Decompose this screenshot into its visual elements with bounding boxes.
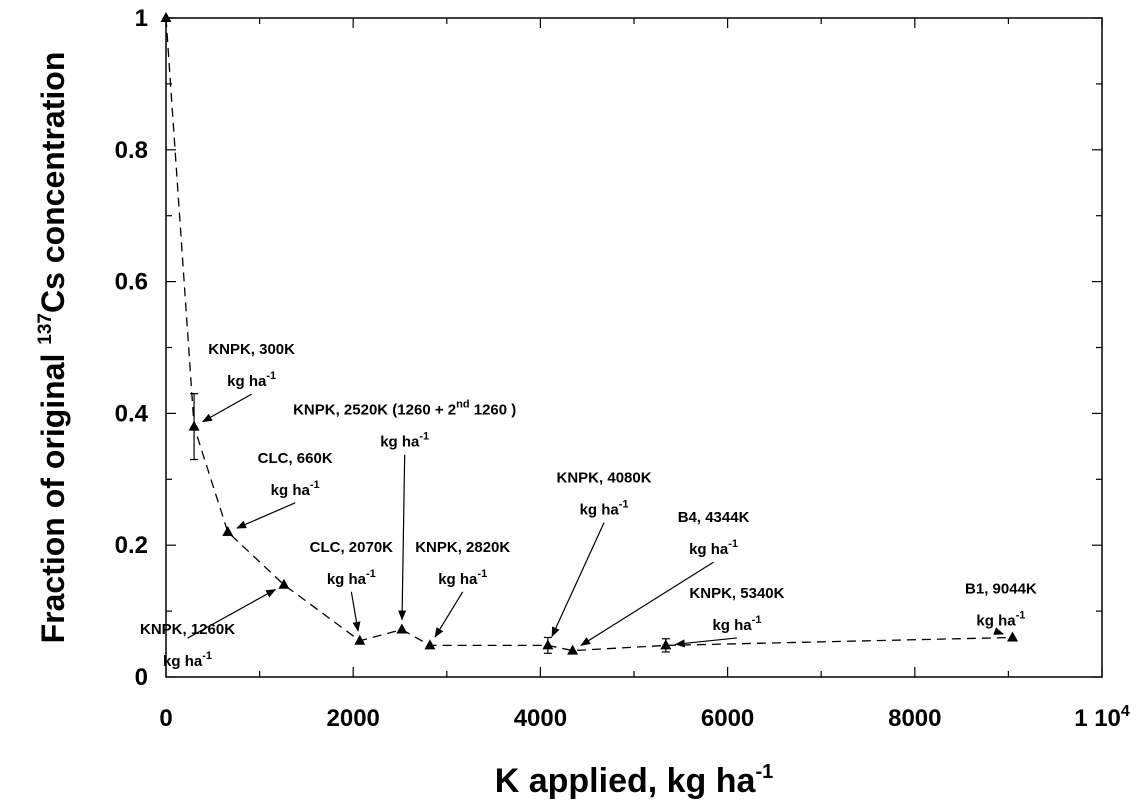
x-axis-title: K applied, kg ha-1 [495, 761, 774, 800]
annotation-line2-sup: -1 [366, 568, 376, 580]
annotation-line2: kg ha-1 [580, 499, 629, 519]
annotation-line1: KNPK, 5340K [689, 585, 784, 602]
y-tick-label: 0.6 [115, 269, 148, 296]
annotation-arrow [236, 502, 296, 529]
annotation-line1: KNPK, 1260K [140, 621, 235, 638]
annotation-line2-sup: -1 [419, 431, 429, 443]
x-tick-label: 0 [159, 705, 172, 732]
annotation-line1: CLC, 660K [258, 450, 333, 467]
annotation-arrow [993, 627, 1005, 635]
annotation-line1: KNPK, 4080K [557, 470, 652, 487]
series-layer [160, 12, 1019, 655]
annotation: KNPK, 300K kg ha-1 [201, 341, 295, 423]
annotation-line2-sup: -1 [752, 614, 762, 626]
y-axis-title-sup: 137 [35, 313, 56, 345]
x-axis-title-sup: -1 [755, 761, 773, 783]
data-point [424, 639, 436, 650]
annotation-arrow [674, 637, 738, 648]
x-tick-label: 1 104 [1074, 703, 1130, 732]
annotation-line2: kg ha-1 [163, 650, 212, 670]
annotation: B4, 4344K kg ha-1 [580, 509, 750, 646]
annotation-line1-sup: nd [456, 399, 469, 411]
annotation-arrow [187, 589, 277, 639]
x-tick-label: 8000 [888, 705, 941, 732]
annotation: B1, 9044K kg ha-1 [965, 580, 1037, 635]
data-point [222, 526, 234, 537]
annotation-line2-sup: -1 [310, 479, 320, 491]
annotation: CLC, 2070K kg ha-1 [310, 539, 394, 632]
annotation: KNPK, 1260K kg ha-1 [140, 589, 277, 670]
annotation-line2-sup: -1 [619, 499, 629, 511]
annotation-arrow [580, 561, 714, 646]
annotation-line2-sup: -1 [1016, 609, 1026, 621]
axis-titles: K applied, kg ha-1 Fraction of original 1… [35, 52, 773, 800]
annotation-line2: kg ha-1 [227, 370, 276, 390]
data-point [354, 634, 366, 645]
y-tick-label: 0.2 [115, 532, 148, 559]
annotation-line2: kg ha-1 [327, 568, 376, 588]
annotation-line1: KNPK, 2520K (1260 + 2nd 1260 ) [293, 399, 516, 419]
annotation-line1: KNPK, 300K [208, 341, 295, 358]
annotation-line1: KNPK, 2820K [415, 539, 510, 556]
annotation-line2: kg ha-1 [712, 614, 761, 634]
y-tick-label: 0.4 [115, 400, 149, 427]
data-point [278, 578, 290, 589]
x-tick-label: 2000 [327, 705, 380, 732]
annotation-arrow [434, 591, 464, 638]
annotation: CLC, 660K kg ha-1 [236, 450, 333, 529]
annotation-line2: kg ha-1 [438, 568, 487, 588]
x-tick-label-exponent: 4 [1121, 703, 1130, 720]
y-axis-title: Fraction of original 137Cs concentration [35, 52, 71, 644]
annotation-arrow [551, 522, 605, 638]
annotation: KNPK, 2520K (1260 + 2nd 1260 ) kg ha-1 [293, 399, 516, 621]
annotation-line2: kg ha-1 [380, 431, 429, 451]
annotation-line1: CLC, 2070K [310, 539, 394, 556]
annotation-arrow [398, 454, 407, 621]
annotation-line2: kg ha-1 [271, 479, 320, 499]
annotation-arrow [350, 591, 361, 632]
x-tick-label: 6000 [701, 705, 754, 732]
data-point [567, 644, 579, 655]
annotation-line2: kg ha-1 [976, 609, 1025, 629]
annotation: KNPK, 5340K kg ha-1 [674, 585, 785, 648]
axis-ticks [165, 17, 1103, 678]
annotation-arrow [201, 393, 252, 423]
annotation-line2-sup: -1 [477, 568, 487, 580]
annotation-line1: B4, 4344K [678, 509, 750, 526]
data-point [1007, 631, 1019, 642]
y-tick-labels: 0 0.2 0.4 0.6 0.8 1 [115, 5, 149, 691]
annotation-line2-sup: -1 [202, 650, 212, 662]
data-point [660, 639, 672, 650]
x-tick-labels: 0 2000 4000 6000 8000 1 104 [159, 703, 1130, 732]
data-point [396, 623, 408, 634]
plot-frame [165, 17, 1103, 678]
data-point [188, 420, 200, 431]
annotation-line1: B1, 9044K [965, 580, 1037, 597]
annotation-line2-sup: -1 [266, 370, 276, 382]
y-tick-label: 0.8 [115, 137, 148, 164]
annotation: KNPK, 4080K kg ha-1 [551, 470, 652, 638]
data-point [542, 639, 554, 650]
annotation-line2: kg ha-1 [689, 538, 738, 558]
x-tick-label: 4000 [514, 705, 567, 732]
y-tick-label: 0 [135, 664, 148, 691]
data-point [160, 12, 172, 22]
annotation-line2-sup: -1 [728, 538, 738, 550]
annotation: KNPK, 2820K kg ha-1 [415, 539, 510, 638]
y-tick-label: 1 [135, 5, 148, 32]
